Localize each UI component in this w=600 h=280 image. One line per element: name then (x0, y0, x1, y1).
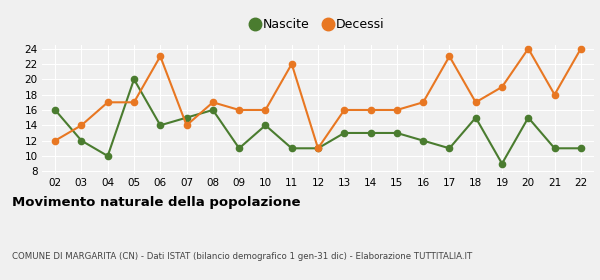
Nascite (341, 131, 348, 135)
Nascite (314, 147, 322, 150)
Decessi (157, 55, 164, 58)
Nascite (551, 147, 558, 150)
Decessi (472, 101, 479, 104)
Decessi (262, 108, 269, 112)
Nascite (52, 108, 59, 112)
Nascite (104, 154, 112, 158)
Nascite (236, 147, 243, 150)
Decessi (314, 147, 322, 150)
Nascite (367, 131, 374, 135)
Decessi (341, 108, 348, 112)
Decessi (393, 108, 400, 112)
Decessi (524, 47, 532, 50)
Decessi (209, 101, 217, 104)
Decessi (78, 124, 85, 127)
Nascite (130, 78, 137, 81)
Decessi (446, 55, 453, 58)
Legend: Nascite, Decessi: Nascite, Decessi (247, 13, 389, 36)
Nascite (577, 147, 584, 150)
Nascite (472, 116, 479, 119)
Line: Decessi: Decessi (52, 46, 584, 151)
Text: Movimento naturale della popolazione: Movimento naturale della popolazione (12, 196, 301, 209)
Decessi (104, 101, 112, 104)
Nascite (446, 147, 453, 150)
Decessi (183, 124, 190, 127)
Decessi (577, 47, 584, 50)
Line: Nascite: Nascite (52, 76, 584, 167)
Nascite (262, 124, 269, 127)
Nascite (419, 139, 427, 142)
Decessi (236, 108, 243, 112)
Nascite (78, 139, 85, 142)
Nascite (499, 162, 506, 165)
Nascite (209, 108, 217, 112)
Nascite (183, 116, 190, 119)
Nascite (288, 147, 295, 150)
Nascite (157, 124, 164, 127)
Decessi (288, 62, 295, 66)
Decessi (52, 139, 59, 142)
Decessi (499, 85, 506, 89)
Decessi (130, 101, 137, 104)
Nascite (524, 116, 532, 119)
Text: COMUNE DI MARGARITA (CN) - Dati ISTAT (bilancio demografico 1 gen-31 dic) - Elab: COMUNE DI MARGARITA (CN) - Dati ISTAT (b… (12, 252, 472, 261)
Decessi (367, 108, 374, 112)
Nascite (393, 131, 400, 135)
Decessi (551, 93, 558, 96)
Decessi (419, 101, 427, 104)
